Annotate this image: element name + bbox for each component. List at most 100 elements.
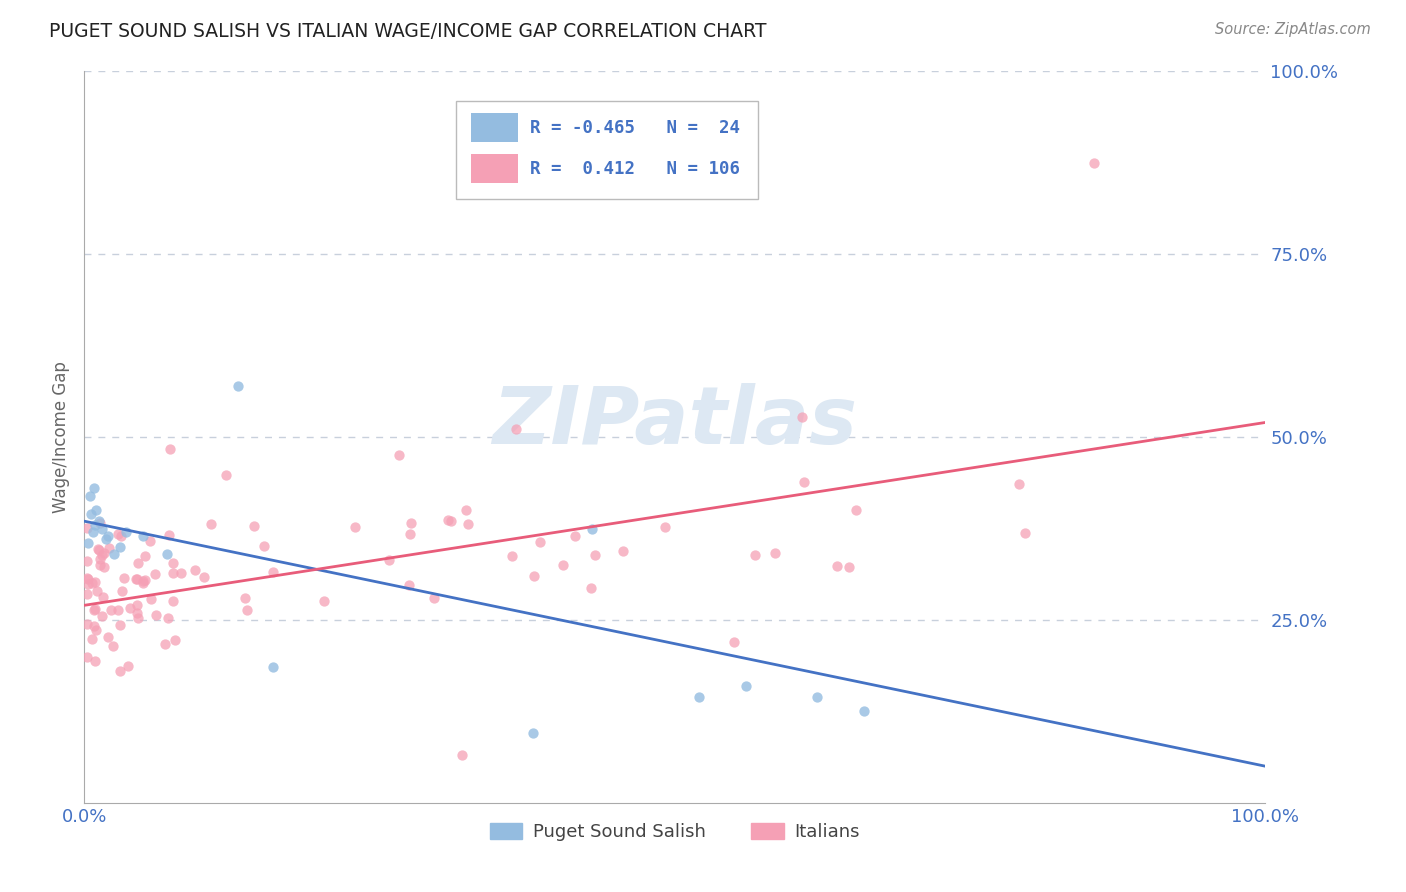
Point [82, 525, 104, 540]
Point [132, 576, 155, 591]
Point [94, 533, 117, 547]
Point [87, 541, 110, 556]
Point [77, 572, 100, 586]
Point [93, 546, 115, 560]
Point [1083, 156, 1105, 170]
Point [457, 516, 479, 531]
Point [132, 529, 155, 543]
Point [79, 489, 101, 503]
Point [112, 571, 135, 585]
Point [793, 475, 815, 490]
Point [141, 591, 163, 606]
Point [83, 654, 105, 668]
Point [1014, 526, 1036, 541]
Point [827, 559, 849, 574]
Point [236, 602, 259, 616]
Point [107, 603, 129, 617]
Point [581, 521, 603, 535]
Point [155, 637, 177, 651]
Point [523, 569, 546, 583]
Point [90, 548, 112, 562]
Point [97, 630, 120, 644]
Point [253, 539, 276, 553]
Point [91, 521, 114, 535]
Point [80, 507, 103, 521]
Point [139, 534, 162, 549]
Point [76, 577, 98, 591]
Point [83, 481, 105, 495]
Point [183, 563, 205, 577]
Point [134, 573, 156, 587]
Point [87, 514, 110, 528]
Point [262, 565, 284, 579]
Point [233, 591, 256, 605]
Point [127, 572, 149, 586]
Point [378, 553, 401, 567]
Point [451, 748, 474, 763]
Point [76, 571, 98, 585]
FancyBboxPatch shape [471, 113, 517, 143]
Point [440, 515, 463, 529]
Point [852, 705, 875, 719]
Point [89, 543, 111, 558]
Point [344, 519, 367, 533]
Y-axis label: Wage/Income Gap: Wage/Income Gap [52, 361, 70, 513]
Point [84, 517, 107, 532]
Point [1008, 477, 1031, 491]
Point [399, 516, 422, 530]
Point [76, 616, 98, 631]
Point [734, 679, 756, 693]
Point [143, 567, 166, 582]
FancyBboxPatch shape [471, 154, 517, 183]
Point [83, 603, 105, 617]
Point [77, 536, 100, 550]
Point [215, 468, 238, 483]
Point [193, 570, 215, 584]
Point [522, 726, 544, 740]
Point [200, 517, 222, 532]
Point [97, 541, 120, 555]
Point [585, 549, 607, 563]
Point [84, 602, 107, 616]
Point [76, 587, 98, 601]
Point [162, 557, 184, 571]
Point [117, 659, 139, 673]
Point [529, 534, 551, 549]
Point [103, 547, 125, 561]
Point [103, 639, 125, 653]
Legend: Puget Sound Salish, Italians: Puget Sound Salish, Italians [482, 816, 868, 848]
Point [157, 527, 180, 541]
Point [86, 584, 108, 599]
Point [243, 518, 266, 533]
Point [114, 525, 136, 540]
Point [107, 527, 129, 541]
Point [145, 607, 167, 622]
Point [125, 572, 148, 586]
Point [89, 516, 111, 530]
Point [110, 583, 132, 598]
Point [76, 521, 98, 535]
Point [437, 512, 460, 526]
Point [84, 503, 107, 517]
Point [127, 611, 149, 625]
Point [82, 575, 104, 590]
Point [110, 529, 132, 543]
Point [132, 574, 155, 588]
Point [454, 502, 477, 516]
Text: Source: ZipAtlas.com: Source: ZipAtlas.com [1215, 22, 1371, 37]
Point [763, 546, 786, 560]
Point [91, 609, 114, 624]
Text: R =  0.412   N = 106: R = 0.412 N = 106 [530, 160, 740, 178]
Point [156, 547, 179, 561]
Point [89, 558, 111, 573]
Point [790, 409, 813, 424]
Point [723, 635, 745, 649]
Point [120, 601, 142, 615]
Point [127, 607, 149, 621]
Point [845, 503, 868, 517]
Point [89, 552, 111, 566]
Point [125, 598, 148, 612]
Point [162, 566, 184, 580]
Point [83, 619, 105, 633]
Point [688, 690, 710, 704]
